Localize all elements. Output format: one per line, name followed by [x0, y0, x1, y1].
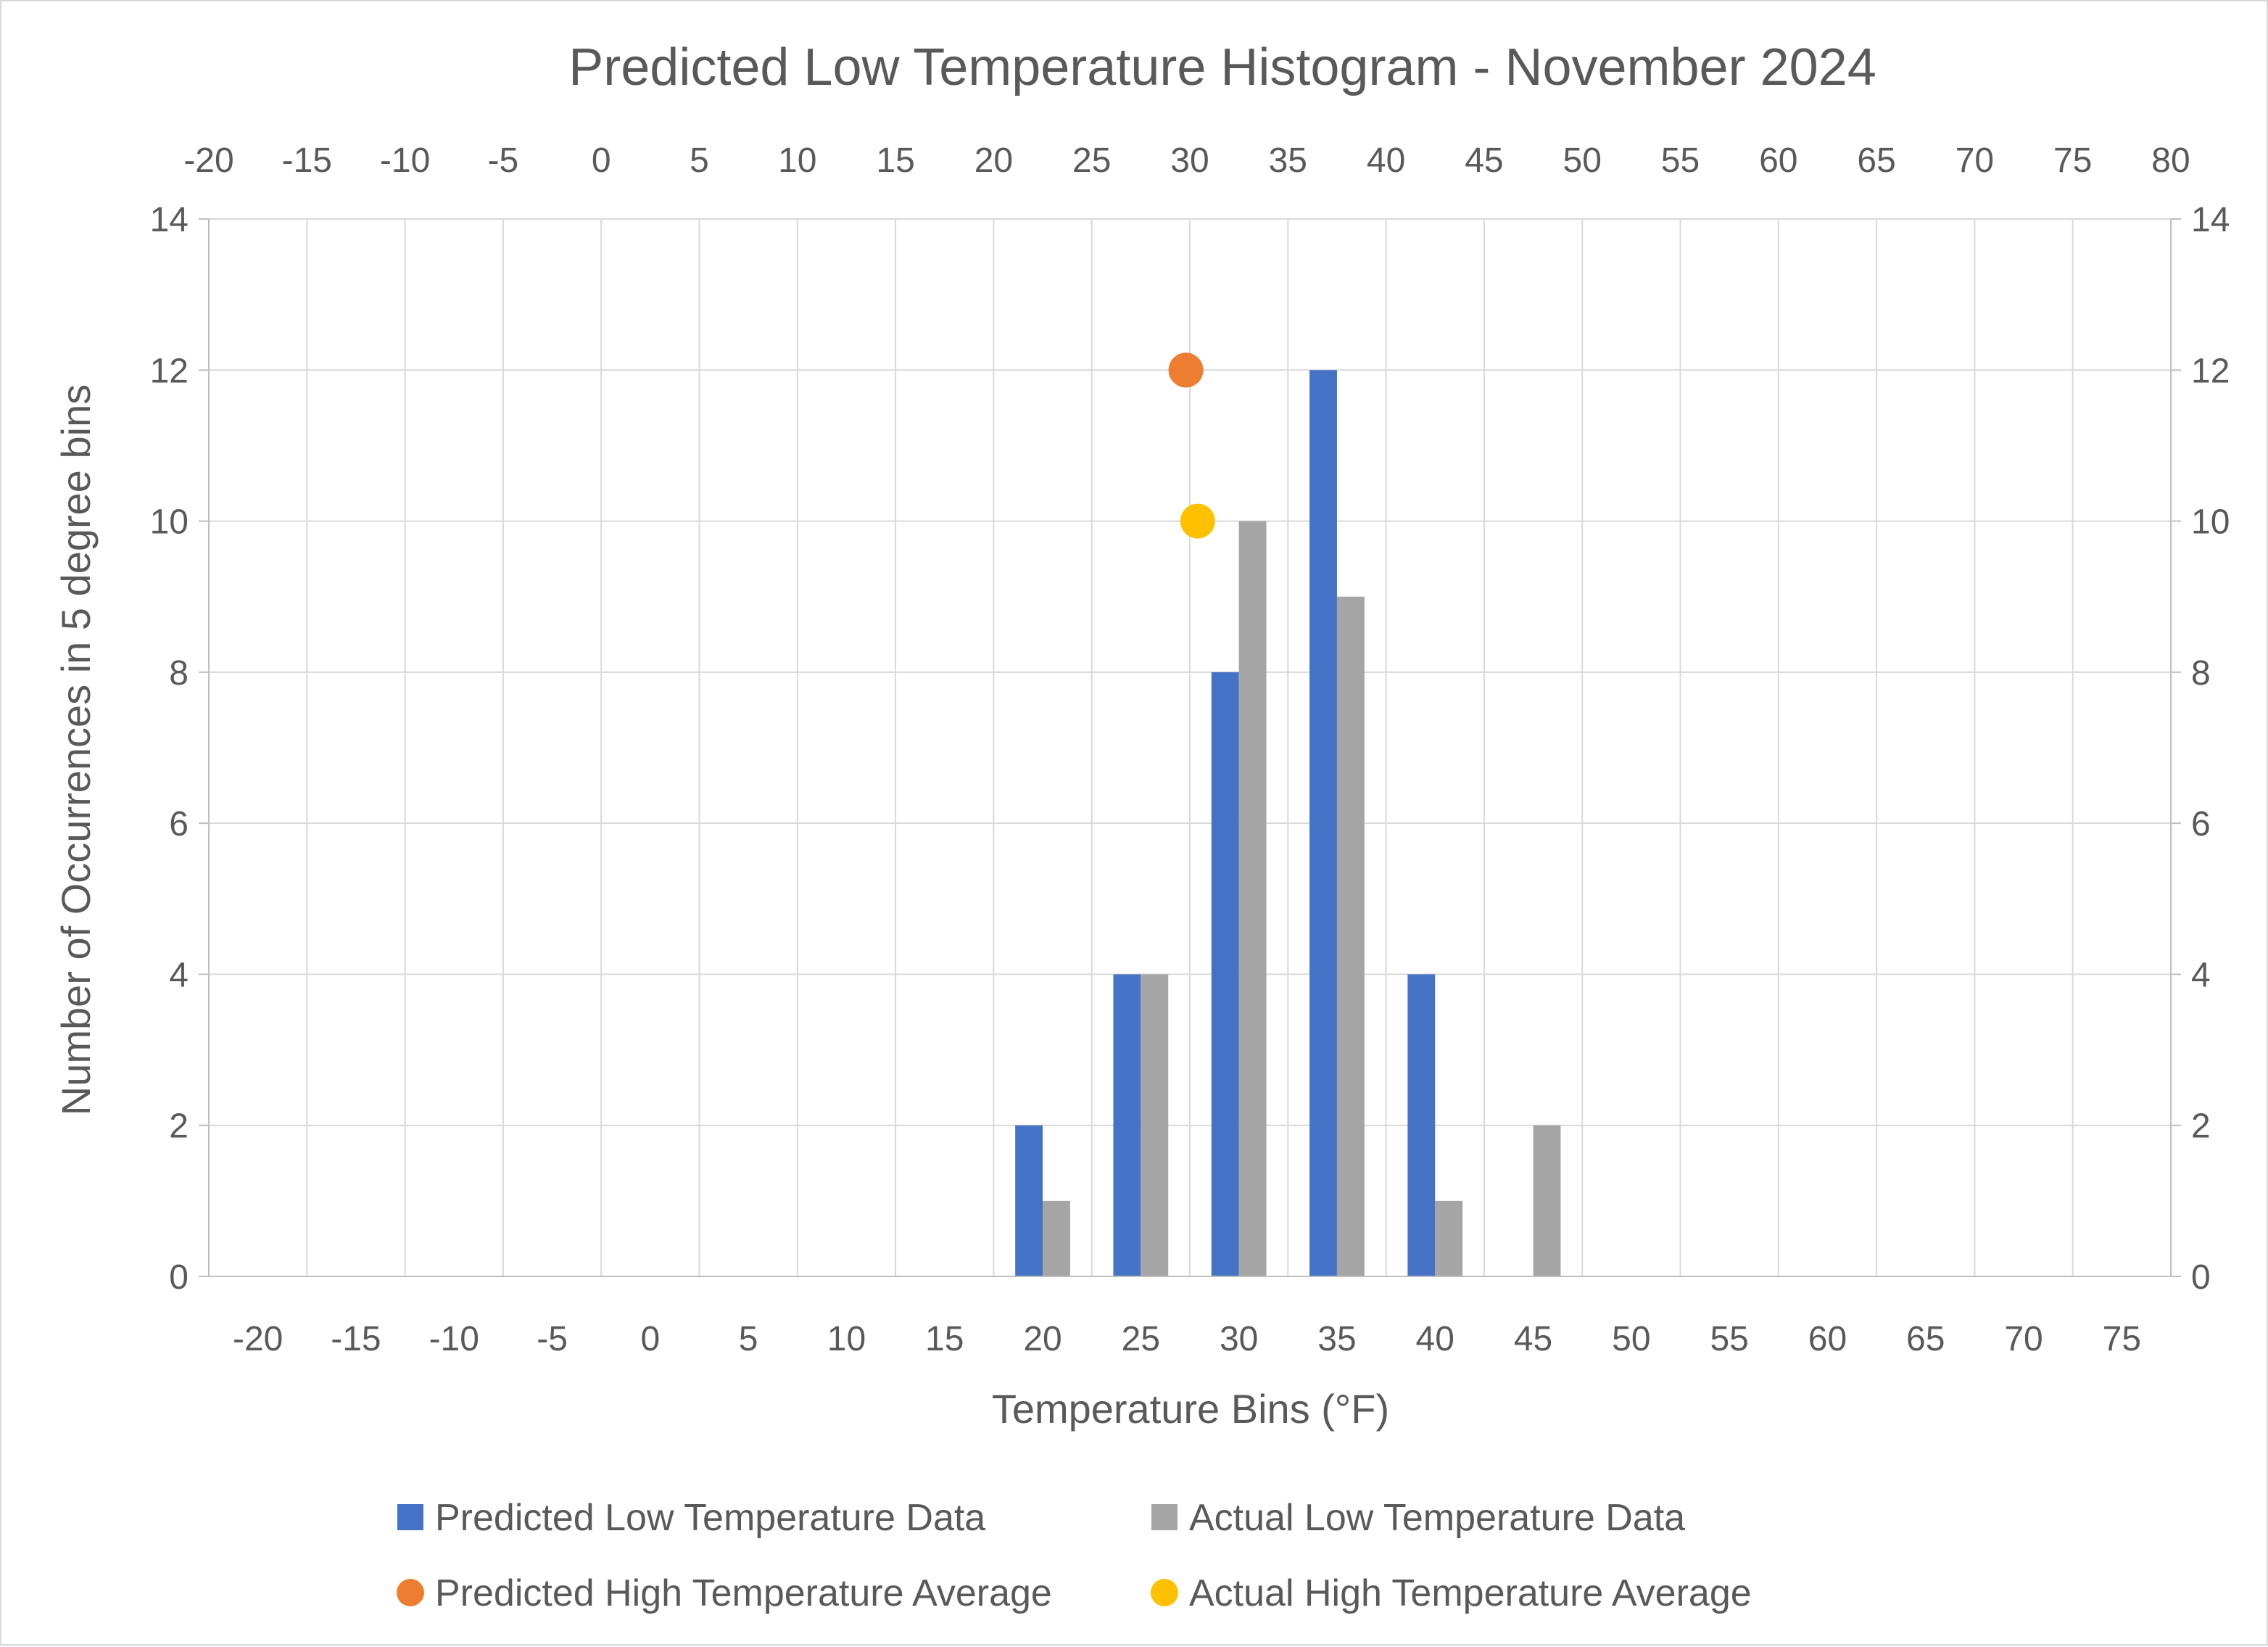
y-tick-label: 6: [169, 805, 189, 843]
axes: [199, 218, 2181, 1277]
x-tick-label: 75: [2103, 1320, 2141, 1358]
secondary-x-tick-label: -20: [183, 141, 233, 180]
secondary-x-tick-label: 50: [1563, 141, 1602, 180]
secondary-x-tick-label: 0: [592, 141, 611, 180]
legend-label: Actual Low Temperature Data: [1189, 1497, 1685, 1539]
secondary-x-tick-label: 40: [1367, 141, 1405, 180]
x-tick-label: 65: [1906, 1320, 1945, 1358]
legend-item: Actual High Temperature Average: [1151, 1572, 1752, 1614]
secondary-x-tick-label: 10: [778, 141, 816, 180]
bar-predicted-low: [1309, 370, 1337, 1277]
legend-item: Predicted Low Temperature Data: [397, 1497, 985, 1539]
x-tick-label: 15: [925, 1320, 964, 1358]
legend-marker: [397, 1579, 424, 1606]
secondary-x-tick-label: 45: [1465, 141, 1503, 180]
x-axis-title: Temperature Bins (°F): [992, 1386, 1389, 1432]
bar-predicted-low: [1211, 672, 1239, 1276]
x-tick-label: 30: [1220, 1320, 1258, 1358]
secondary-x-tick-label: 60: [1759, 141, 1797, 180]
x-tick-label: 20: [1023, 1320, 1061, 1358]
tick-labels: 0 0 2 2 4 4 6 6 8 8 10 10 12 12 14 14 -20 -15 -10 -5 0 5 10 15 2…: [150, 141, 2230, 1358]
x-tick-label: 45: [1514, 1320, 1552, 1358]
secondary-y-tick-label: 4: [2191, 956, 2211, 994]
legend: Predicted Low Temperature Data Actual Low…: [397, 1497, 1752, 1614]
x-tick-label: -10: [429, 1320, 479, 1358]
x-tick-label: 5: [739, 1320, 758, 1358]
secondary-x-tick-label: 5: [690, 141, 709, 180]
secondary-x-tick-label: -15: [282, 141, 332, 180]
x-tick-label: 60: [1808, 1320, 1847, 1358]
secondary-x-tick-label: 35: [1269, 141, 1307, 180]
y-tick-label: 14: [150, 201, 189, 239]
y-tick-label: 4: [169, 956, 189, 994]
legend-label: Predicted High Temperature Average: [435, 1572, 1052, 1614]
x-tick-label: 50: [1612, 1320, 1650, 1358]
bar-actual-low: [1435, 1200, 1463, 1276]
x-tick-label: 40: [1416, 1320, 1454, 1358]
legend-marker: [1151, 1579, 1178, 1606]
x-tick-label: 55: [1710, 1320, 1748, 1358]
legend-item: Actual Low Temperature Data: [1151, 1497, 1685, 1539]
y-tick-label: 12: [150, 352, 189, 390]
legend-swatch: [1151, 1504, 1178, 1530]
y-tick-label: 8: [169, 654, 189, 693]
legend-label: Predicted Low Temperature Data: [435, 1497, 985, 1539]
bar-actual-low: [1043, 1200, 1070, 1276]
secondary-y-tick-label: 8: [2191, 654, 2211, 693]
secondary-y-tick-label: 0: [2191, 1258, 2211, 1297]
y-tick-label: 10: [150, 503, 189, 542]
x-tick-label: 10: [827, 1320, 866, 1358]
legend-item: Predicted High Temperature Average: [397, 1572, 1052, 1614]
x-tick-label: -20: [233, 1320, 283, 1358]
bar-actual-low: [1238, 521, 1267, 1276]
bar-actual-low: [1336, 596, 1365, 1276]
x-tick-label: -5: [537, 1320, 568, 1358]
point-actual-high-average: [1180, 503, 1215, 539]
scatter-points: [1168, 352, 1215, 539]
secondary-x-tick-label: 65: [1857, 141, 1895, 180]
secondary-x-tick-label: 55: [1661, 141, 1700, 180]
bar-predicted-low: [1407, 974, 1436, 1276]
secondary-x-tick-label: -10: [380, 141, 430, 180]
secondary-x-tick-label: -5: [488, 141, 519, 180]
secondary-x-tick-label: 70: [1955, 141, 1994, 180]
secondary-x-tick-label: 80: [2151, 141, 2190, 180]
bars: [1015, 370, 1561, 1277]
x-tick-label: 0: [640, 1320, 660, 1358]
legend-label: Actual High Temperature Average: [1189, 1572, 1752, 1614]
x-tick-label: -15: [331, 1320, 381, 1358]
secondary-y-tick-label: 6: [2191, 805, 2211, 843]
secondary-y-tick-label: 12: [2191, 352, 2230, 390]
secondary-x-tick-label: 30: [1170, 141, 1209, 180]
chart-title: Predicted Low Temperature Histogram - No…: [568, 38, 1876, 96]
y-axis-title: Number of Occurrences in 5 degree bins: [53, 384, 99, 1116]
secondary-x-tick-label: 25: [1072, 141, 1111, 180]
y-tick-label: 0: [169, 1258, 189, 1297]
legend-swatch: [397, 1504, 423, 1530]
y-tick-label: 2: [169, 1107, 189, 1146]
bar-actual-low: [1533, 1125, 1561, 1276]
x-tick-label: 70: [2004, 1320, 2043, 1358]
x-tick-label: 35: [1317, 1320, 1356, 1358]
gridlines: [208, 218, 2172, 1276]
secondary-y-tick-label: 14: [2191, 201, 2230, 239]
bar-predicted-low: [1113, 974, 1141, 1276]
secondary-x-tick-label: 20: [974, 141, 1013, 180]
x-tick-label: 25: [1122, 1320, 1160, 1358]
point-predicted-high-average: [1168, 352, 1204, 388]
secondary-y-tick-label: 10: [2191, 503, 2230, 542]
bar-predicted-low: [1015, 1125, 1043, 1276]
secondary-x-tick-label: 75: [2053, 141, 2092, 180]
secondary-x-tick-label: 15: [876, 141, 914, 180]
bar-actual-low: [1141, 974, 1169, 1276]
secondary-y-tick-label: 2: [2191, 1107, 2211, 1146]
